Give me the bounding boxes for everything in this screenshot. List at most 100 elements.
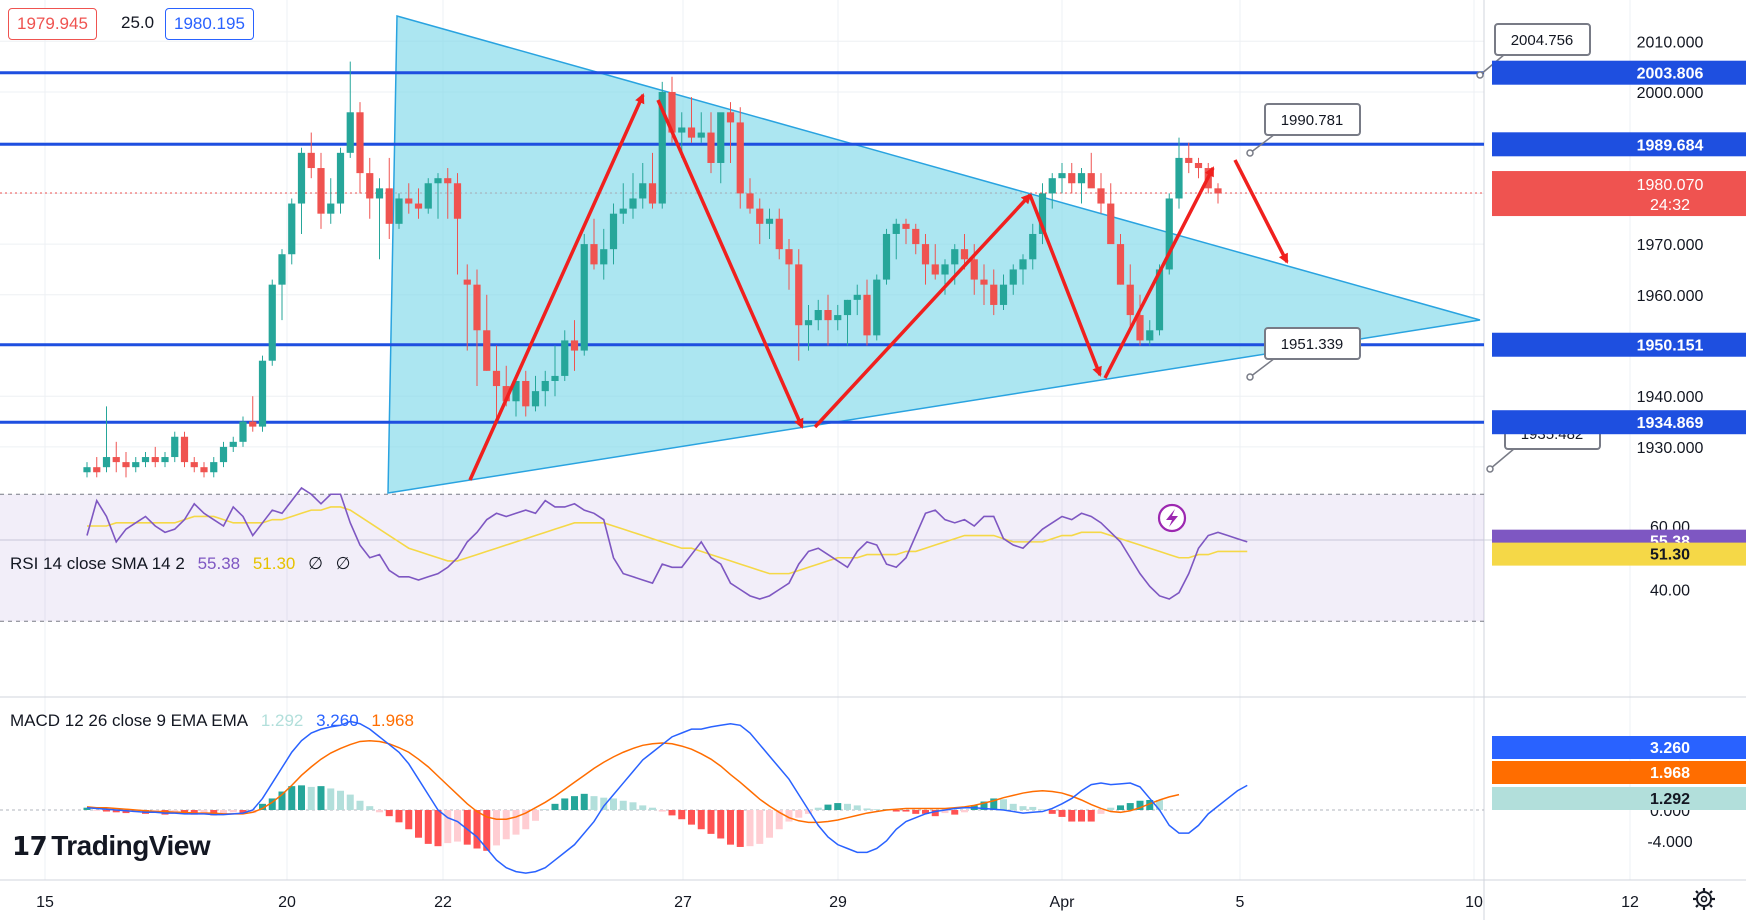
macd-histogram-bar — [532, 810, 539, 821]
macd-histogram-bar — [814, 807, 822, 810]
macd-value-tag — [1492, 787, 1746, 810]
level-price-tag-text: 1950.151 — [1637, 338, 1704, 355]
candle-body — [424, 183, 432, 209]
macd-histogram-bar — [376, 810, 383, 813]
macd-value-tag-text: 1.968 — [1650, 765, 1690, 782]
candle-body — [619, 208, 627, 214]
candle-body — [531, 391, 540, 407]
candle-body — [590, 244, 598, 265]
macd-histogram-bar — [93, 810, 101, 811]
callout-box — [1264, 327, 1361, 360]
candle-body — [863, 294, 871, 336]
macd-histogram-bar — [1048, 810, 1056, 814]
candle-body — [541, 380, 549, 392]
level-price-tag — [1492, 332, 1746, 357]
macd-histogram-bar — [415, 810, 422, 838]
callout-text: 2004.756 — [1511, 32, 1574, 49]
zigzag-arrow — [656, 99, 804, 429]
candle-body — [561, 340, 569, 376]
macd-value-tag — [1492, 761, 1746, 784]
macd-histogram-bar — [268, 798, 276, 810]
candle-body — [444, 178, 452, 184]
alert-icon[interactable] — [1157, 503, 1187, 533]
level-price-tag — [1492, 60, 1746, 85]
macd-value-tag — [1492, 736, 1746, 759]
macd-histogram-bar — [112, 810, 120, 813]
candle-body — [785, 249, 793, 265]
price-tick-label: 2000.000 — [1637, 85, 1704, 102]
horizontal-levels[interactable] — [0, 71, 1484, 424]
macd-histogram-bar — [463, 810, 471, 845]
candle-body — [580, 244, 588, 351]
candle-body — [1097, 188, 1105, 204]
candle-body — [931, 264, 939, 275]
candle-body — [385, 188, 393, 224]
bid-price-box[interactable]: 1979.945 — [8, 8, 97, 40]
candle-body — [1214, 188, 1222, 194]
candle-body — [278, 254, 286, 285]
candle-body — [736, 122, 744, 194]
rsi-sma-line — [87, 506, 1248, 575]
candle-body — [512, 380, 520, 402]
rsi-sma-value: 51.30 — [252, 554, 296, 573]
macd-legend[interactable]: MACD 12 26 close 9 EMA EMA 1.292 3.260 1… — [10, 711, 422, 731]
candle-body — [902, 223, 910, 229]
candle-body — [297, 152, 306, 204]
candle-body — [980, 279, 988, 285]
price-tick-label: 2010.000 — [1637, 34, 1704, 51]
candle-body — [1175, 157, 1183, 199]
macd-histogram-bar — [844, 803, 851, 810]
macd-histogram-bar — [766, 810, 773, 838]
candles — [83, 61, 1222, 478]
macd-histogram-bar — [317, 786, 325, 810]
rsi-legend[interactable]: RSI 14 close SMA 14 2 55.38 51.30 ∅ ∅ — [10, 554, 358, 574]
macd-histogram-bar — [1126, 803, 1134, 810]
macd-histogram-bar — [922, 810, 929, 814]
spread-value: 25.0 — [121, 13, 155, 32]
macd-histogram-bar — [356, 800, 364, 810]
time-tick-label: 20 — [278, 894, 296, 911]
macd-histogram-bar — [1009, 803, 1017, 810]
zigzag-arrow — [468, 93, 645, 481]
macd-histogram-bar — [561, 798, 569, 810]
macd-histogram-bar — [717, 810, 725, 839]
zigzag-arrow — [1233, 159, 1289, 264]
macd-histogram-bar — [571, 796, 578, 810]
macd-histogram-bar — [951, 810, 959, 815]
macd-histogram-bar — [122, 810, 130, 814]
price-axis[interactable]: 1930.0001940.0001950.0001960.0001970.000… — [1492, 34, 1746, 851]
macd-histogram-bar — [541, 809, 549, 810]
candle-body — [912, 228, 920, 245]
candle-body — [1077, 173, 1086, 184]
candle-body — [492, 370, 501, 387]
candle-body — [463, 279, 471, 285]
macd-histogram-bar — [161, 810, 169, 815]
ask-price-box[interactable]: 1980.195 — [165, 8, 254, 40]
macd-histogram-bar — [668, 810, 676, 816]
zigzag-arrow — [1103, 166, 1215, 379]
macd-histogram-bar — [961, 810, 968, 813]
candle-body — [941, 264, 949, 275]
macd-histogram-bar — [649, 807, 656, 810]
candle-body — [1146, 330, 1154, 341]
candle-body — [366, 173, 374, 199]
macd-histogram-bar — [902, 810, 910, 812]
settings-gear-icon[interactable] — [1693, 888, 1715, 910]
callout-anchor — [1246, 373, 1254, 381]
candle-body — [1155, 269, 1164, 331]
time-axis[interactable]: 15 20 22 27 29 Apr 5 10 12 — [36, 894, 1639, 911]
macd-histogram-bar — [307, 786, 315, 810]
zigzag-arrows[interactable] — [468, 93, 1289, 481]
macd-histogram-bar — [405, 810, 413, 830]
price-tick-label: 1930.000 — [1637, 440, 1704, 457]
candle-body — [83, 467, 91, 473]
macd-hist-value: 1.292 — [260, 711, 304, 730]
current-price-tag — [1492, 171, 1746, 217]
macd-histogram-bar — [688, 810, 695, 825]
macd-histogram-bar — [1146, 799, 1154, 810]
callout-text: 1951.339 — [1281, 336, 1344, 353]
rsi-lines — [86, 486, 1248, 600]
macd-histogram-bar — [454, 810, 461, 842]
candle-body — [892, 223, 900, 234]
